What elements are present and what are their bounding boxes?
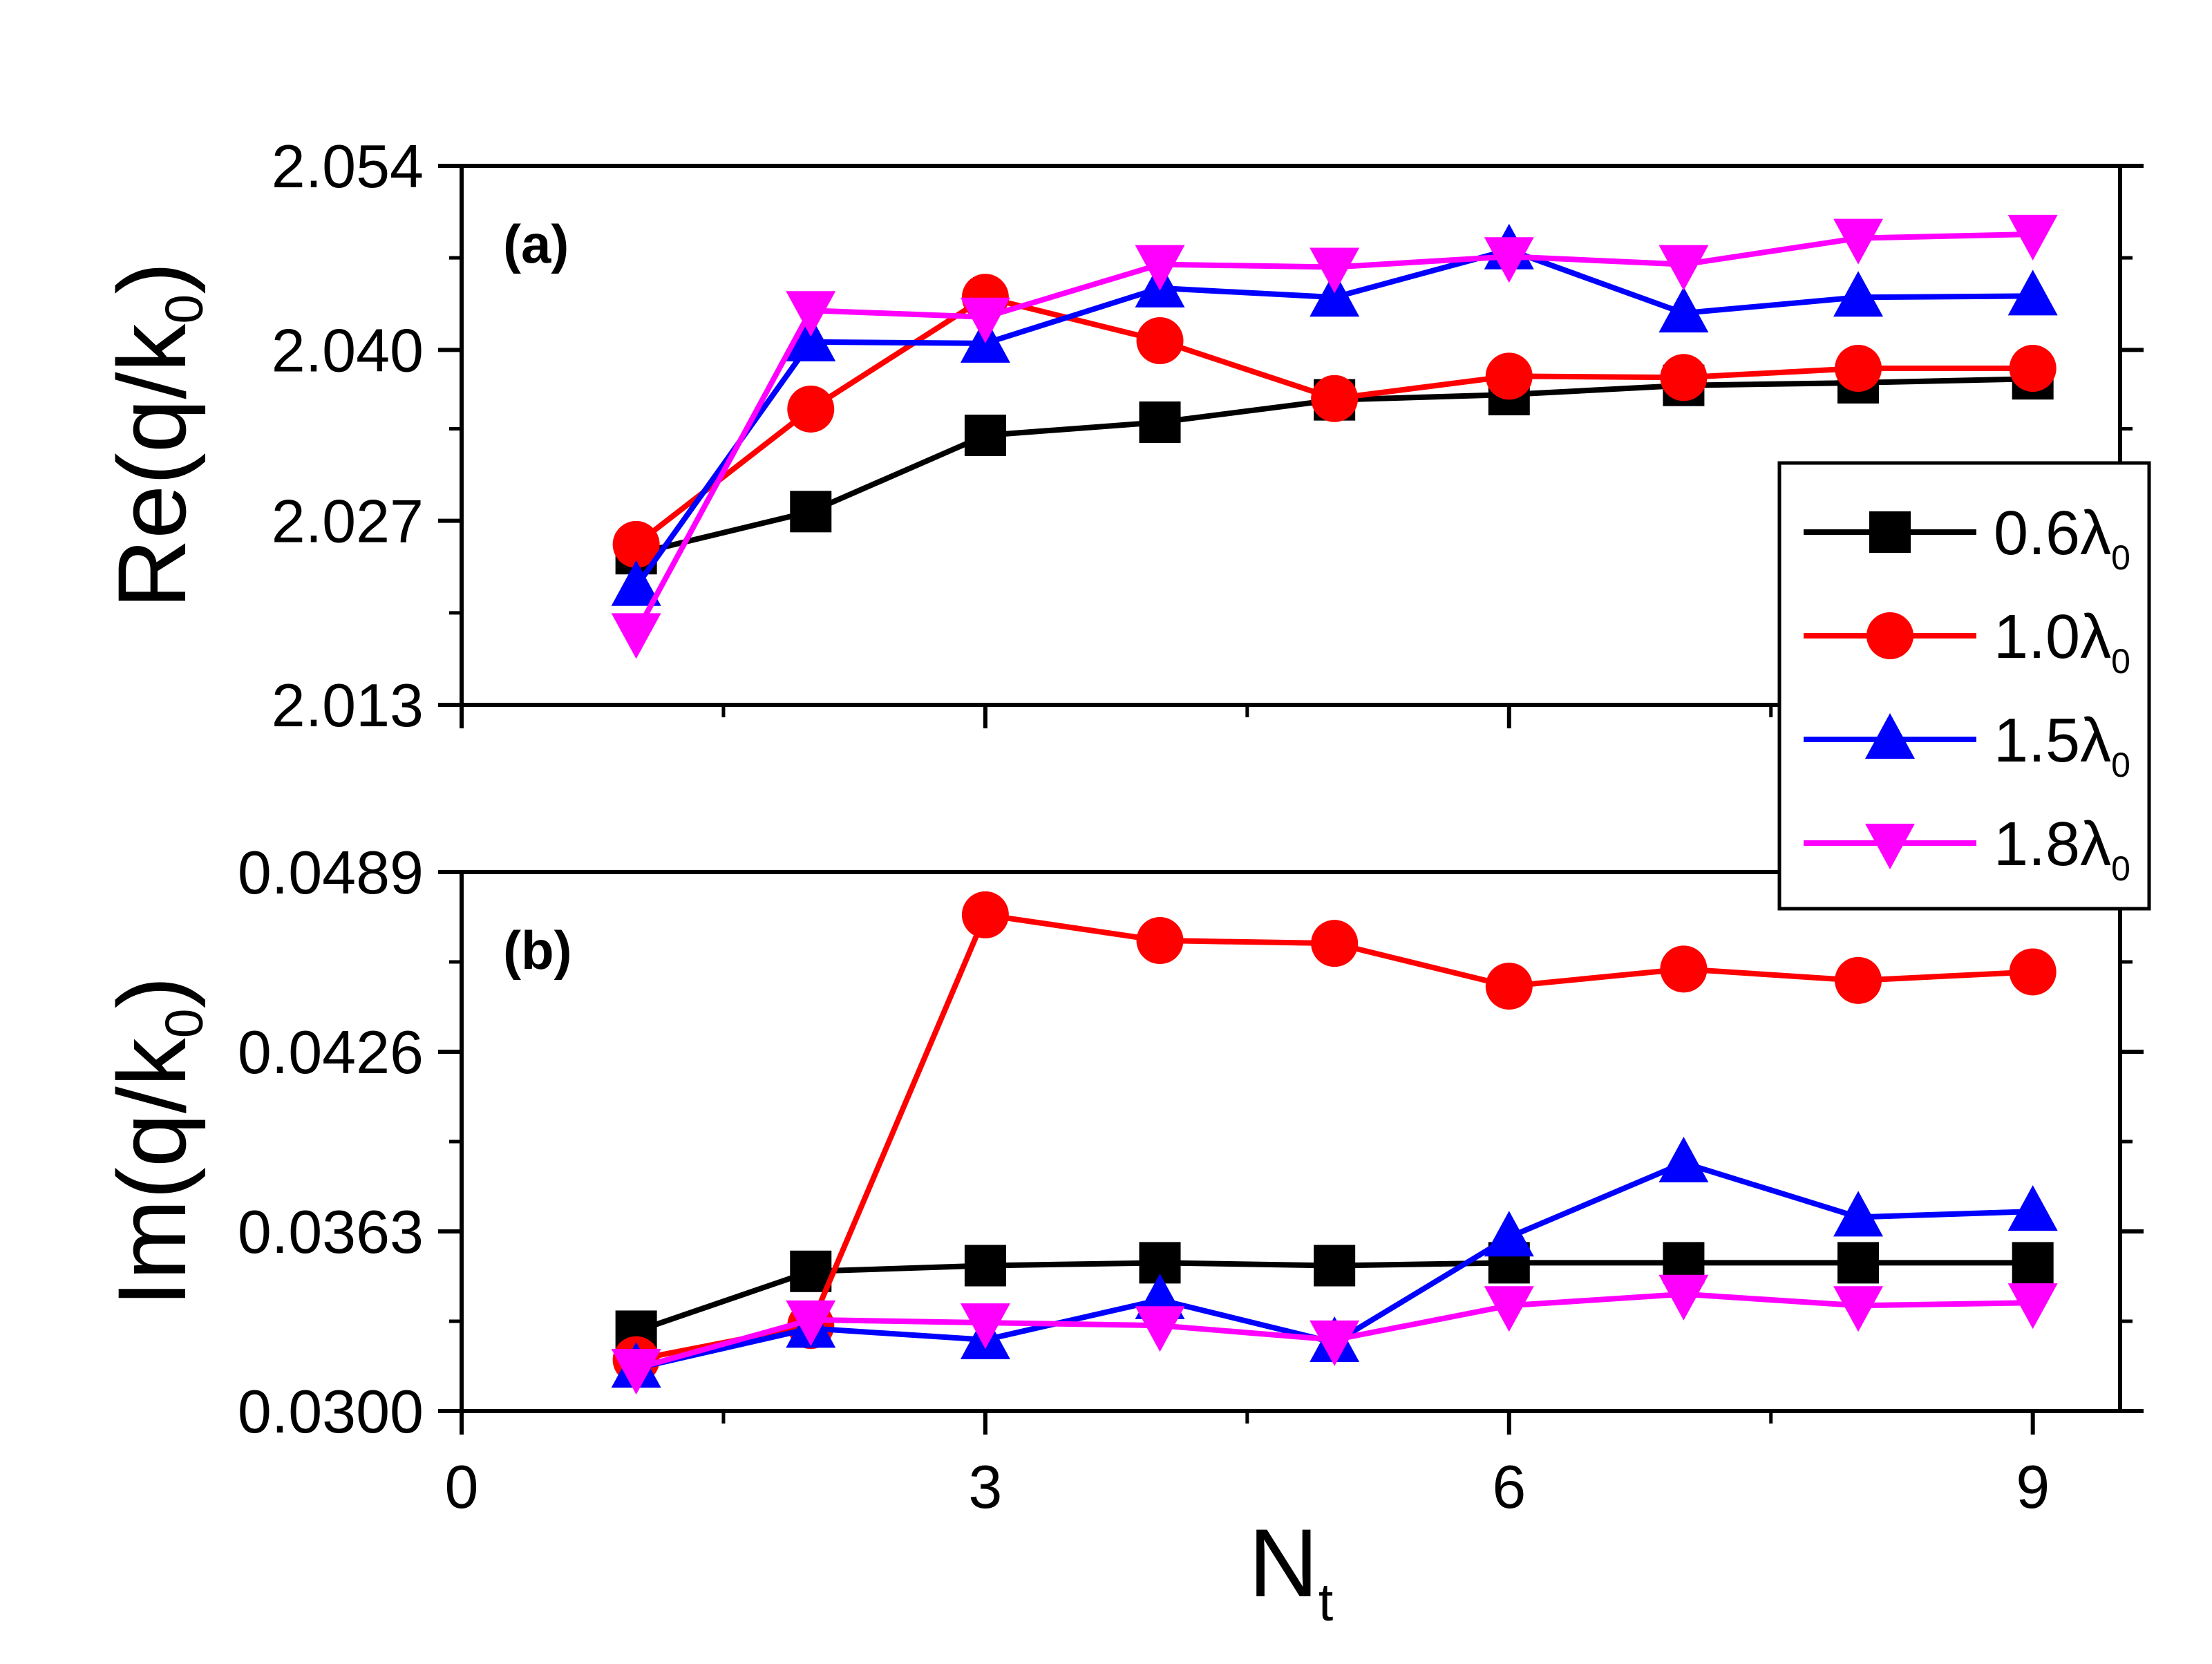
data-point-3 (611, 1349, 661, 1395)
panel-a-ticks: 2.013 2.027 2.040 2.054 (272, 132, 2144, 739)
data-point-3 (1658, 245, 1709, 291)
data-point-3 (2007, 1283, 2058, 1330)
data-point-0 (1314, 1245, 1356, 1287)
legend-label-2: 1.5λ0 (1994, 706, 2130, 784)
data-point-3 (1135, 1306, 1185, 1352)
legend-label-3: 1.8λ0 (1994, 810, 2130, 888)
data-point-1 (961, 891, 1009, 938)
data-point-3 (960, 1303, 1010, 1350)
legend: 0.6λ0 1.0λ0 1.5λ0 1.8λ0 (1777, 461, 2151, 911)
data-point-3 (1310, 1320, 1360, 1366)
data-point-3 (1135, 245, 1185, 291)
data-point-0 (964, 1245, 1006, 1287)
data-point-2 (1833, 271, 1884, 317)
data-point-1 (1311, 920, 1359, 967)
data-point-1 (1660, 354, 1708, 401)
data-point-1 (1136, 917, 1184, 965)
data-point-2 (611, 560, 661, 606)
data-point-3 (786, 291, 836, 337)
panel-a-series (611, 214, 2058, 659)
x-tick-label: 9 (2016, 1453, 2050, 1521)
data-point-1 (1660, 945, 1708, 993)
panel-b-ylabel: Im(q/k0) (97, 976, 214, 1307)
legend-label-0: 0.6λ0 (1994, 499, 2130, 577)
data-point-3 (1484, 1286, 1534, 1332)
data-point-3 (786, 1300, 836, 1346)
y-tick-label: 2.040 (272, 316, 424, 384)
data-point-2 (1310, 271, 1360, 317)
data-point-1 (1311, 375, 1359, 422)
x-tick-label: 0 (445, 1453, 479, 1521)
data-point-1 (2009, 344, 2057, 392)
data-point-1 (787, 385, 835, 433)
data-point-3 (960, 297, 1010, 343)
legend-marker-3 (1865, 824, 1915, 869)
data-point-1 (612, 520, 660, 568)
y-tick-label: 0.0489 (238, 838, 424, 907)
data-point-2 (1833, 1191, 1884, 1237)
panel-a: 2.013 2.027 2.040 2.054 (a) Re(q/k0) (97, 132, 2144, 739)
y-tick-label: 2.054 (272, 132, 424, 200)
data-point-0 (1837, 1242, 1880, 1284)
legend-marker-0 (1869, 511, 1911, 553)
y-tick-label: 0.0363 (238, 1198, 424, 1266)
y-tick-label: 2.027 (272, 487, 424, 556)
data-point-1 (1835, 956, 1882, 1004)
data-point-3 (611, 613, 661, 659)
data-point-3 (1484, 237, 1534, 283)
data-point-3 (1310, 247, 1360, 294)
data-point-2 (1484, 1211, 1534, 1257)
x-tick-label: 6 (1492, 1453, 1526, 1521)
data-point-0 (790, 1250, 832, 1292)
data-point-1 (2009, 948, 2057, 996)
panel-b: 0.0300 0.0363 0.0426 0.0489 0 3 6 9 (b) Im(q/k0… (97, 838, 2144, 1632)
data-point-1 (1485, 963, 1533, 1010)
data-point-3 (1833, 218, 1884, 265)
panel-a-frame (460, 164, 2122, 707)
y-tick-label: 0.0426 (238, 1018, 424, 1086)
panel-b-series (611, 891, 2058, 1395)
y-tick-label: 0.0300 (238, 1377, 424, 1446)
y-tick-label: 2.013 (272, 671, 424, 739)
data-point-2 (786, 315, 836, 361)
panel-b-tag: (b) (503, 920, 572, 981)
data-point-3 (2007, 214, 2058, 261)
data-point-0 (790, 491, 832, 533)
panel-a-ylabel: Re(q/k0) (97, 262, 214, 609)
data-point-2 (1658, 1136, 1709, 1182)
data-point-3 (1833, 1286, 1884, 1332)
data-point-1 (1485, 352, 1533, 400)
legend-box (1777, 461, 2151, 911)
legend-marker-2 (1865, 713, 1915, 759)
data-point-2 (1658, 287, 1709, 333)
series-line-1 (635, 911, 2033, 1363)
legend-marker-1 (1866, 612, 1913, 659)
legend-label-1: 1.0λ0 (1994, 603, 2130, 681)
x-tick-label: 3 (968, 1453, 1002, 1521)
data-point-2 (2007, 1185, 2058, 1231)
data-point-1 (1136, 317, 1184, 365)
data-point-2 (2007, 270, 2058, 316)
data-point-3 (1658, 1274, 1709, 1321)
data-point-0 (1139, 401, 1181, 443)
x-axis-title: Nt (1249, 1509, 1334, 1632)
data-point-0 (964, 415, 1006, 456)
panel-b-ticks: 0.0300 0.0363 0.0426 0.0489 0 3 6 9 (238, 838, 2144, 1521)
data-point-1 (1835, 344, 1882, 392)
panel-a-tag: (a) (503, 214, 569, 274)
data-point-0 (2012, 1242, 2054, 1284)
legend-items: 0.6λ0 1.0λ0 1.5λ0 1.8λ0 (1804, 499, 2130, 888)
